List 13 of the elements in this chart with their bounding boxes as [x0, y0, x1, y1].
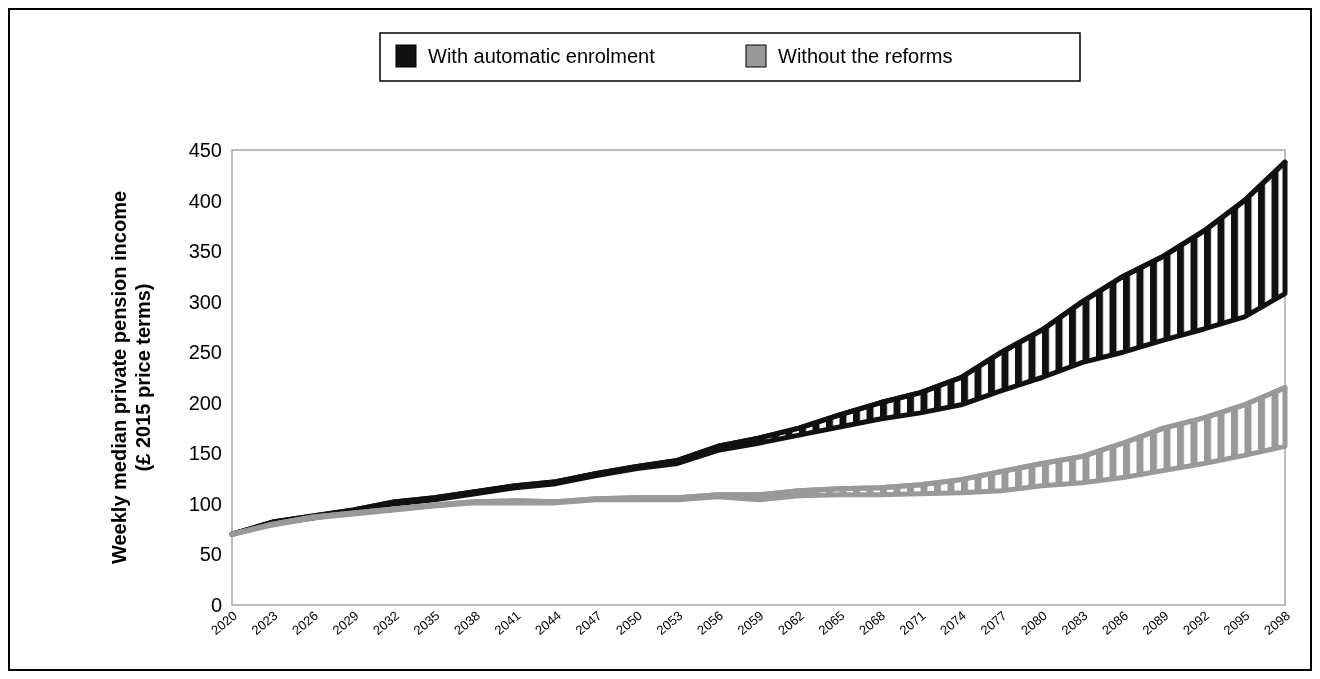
y-tick-label: 150: [188, 442, 222, 465]
y-tick-label: 0: [210, 594, 222, 616]
y-tick-label: 200: [188, 391, 222, 414]
y-tick-label: 300: [188, 290, 222, 313]
y-tick-label: 400: [188, 189, 222, 212]
y-tick-label: 250: [188, 341, 222, 364]
y-tick-label: 100: [188, 492, 222, 515]
legend-label: Without the reforms: [778, 45, 953, 67]
y-tick-label: 450: [188, 139, 222, 161]
y-tick-label: 350: [188, 240, 222, 263]
legend-label: With automatic enrolment: [428, 45, 656, 67]
y-axis-title: Weekly median private pension income (£ 2015 price terms): [108, 190, 154, 565]
y-tick-label: 50: [199, 543, 222, 566]
